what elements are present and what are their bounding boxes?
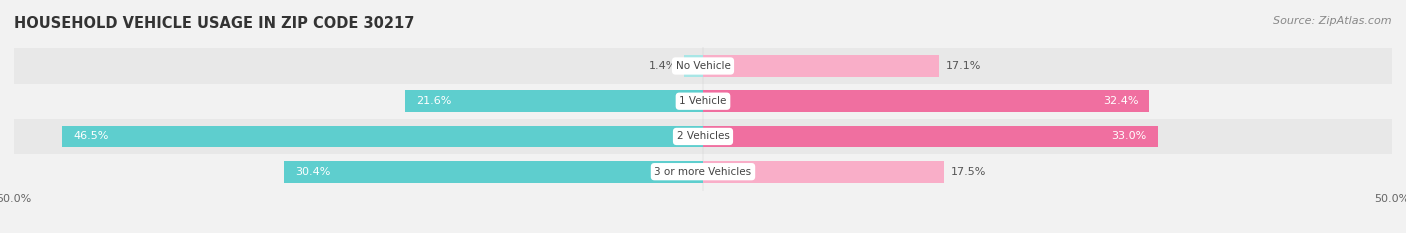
Text: 30.4%: 30.4% [295,167,330,177]
Bar [703,90,1150,112]
Text: 2 Vehicles: 2 Vehicles [676,131,730,141]
Text: No Vehicle: No Vehicle [675,61,731,71]
Bar [14,154,1392,189]
Bar [14,84,1392,119]
Text: 17.5%: 17.5% [950,167,987,177]
Bar [405,90,703,112]
Bar [683,55,703,77]
Text: 1.4%: 1.4% [648,61,676,71]
Text: 46.5%: 46.5% [73,131,108,141]
Bar [62,126,703,147]
Text: 33.0%: 33.0% [1111,131,1147,141]
Text: 3 or more Vehicles: 3 or more Vehicles [654,167,752,177]
Bar [284,161,703,183]
Text: 21.6%: 21.6% [416,96,451,106]
Bar [703,55,939,77]
Text: 32.4%: 32.4% [1102,96,1139,106]
Text: 1 Vehicle: 1 Vehicle [679,96,727,106]
Bar [703,126,1157,147]
Bar [14,48,1392,84]
Text: 17.1%: 17.1% [945,61,981,71]
Text: Source: ZipAtlas.com: Source: ZipAtlas.com [1274,16,1392,26]
Text: HOUSEHOLD VEHICLE USAGE IN ZIP CODE 30217: HOUSEHOLD VEHICLE USAGE IN ZIP CODE 3021… [14,16,415,31]
Bar [14,119,1392,154]
Bar [703,161,945,183]
